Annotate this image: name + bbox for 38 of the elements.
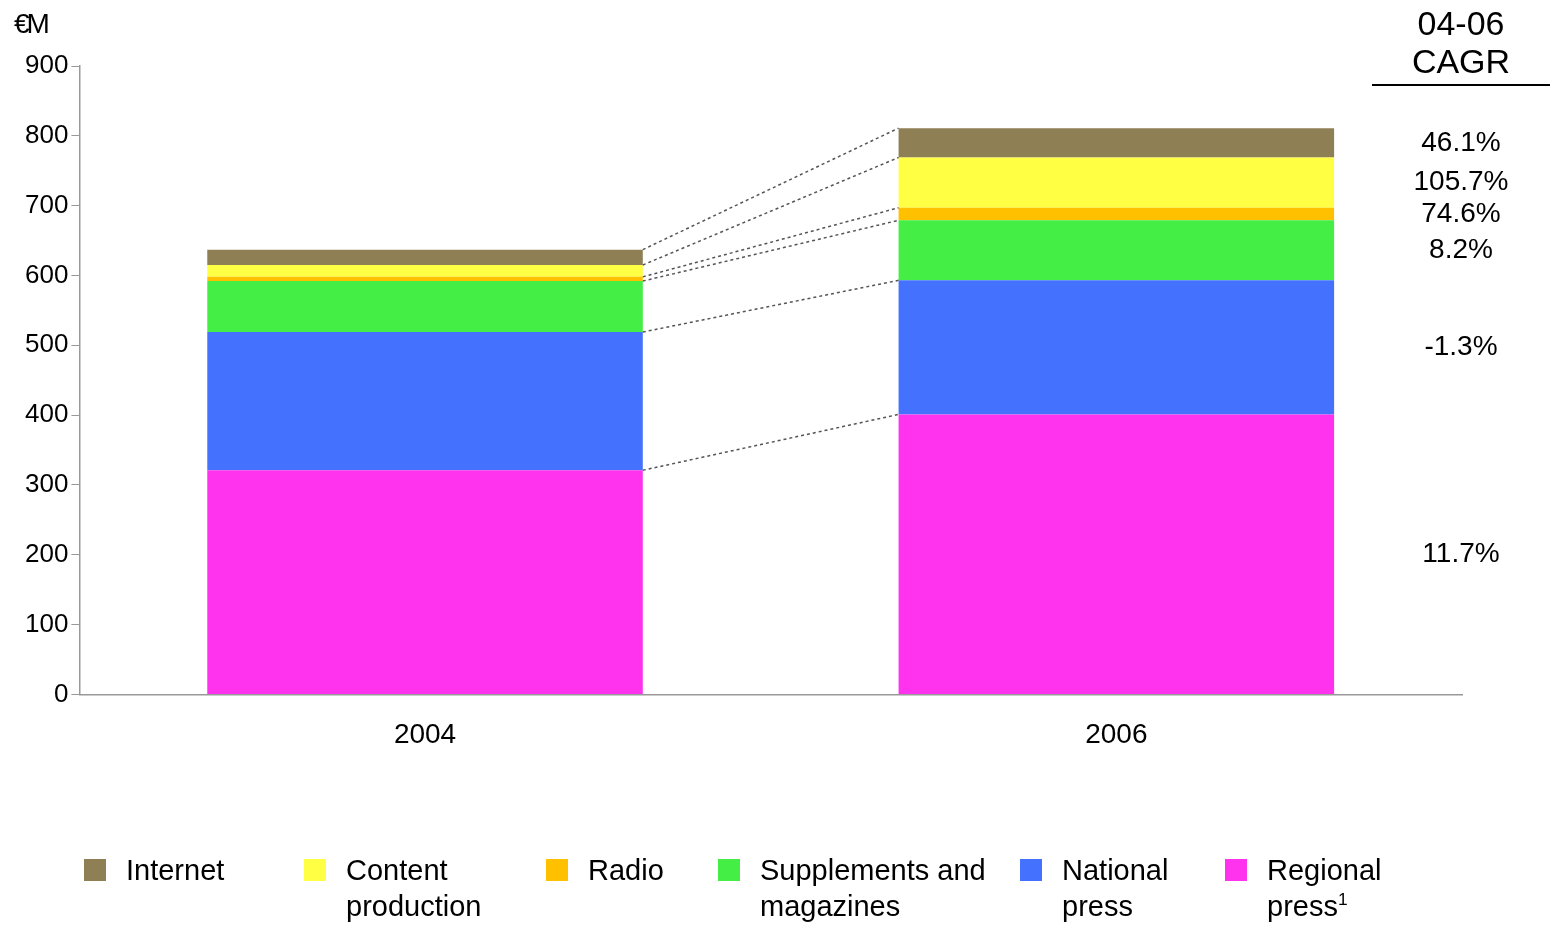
annotation: 74.6% — [1421, 196, 1501, 228]
y-tick-label: 400 — [24, 398, 69, 429]
legend-label: Internet — [126, 853, 225, 888]
bar — [207, 281, 643, 333]
y-tick-label: 800 — [24, 118, 69, 149]
x-tick-label: 2004 — [393, 717, 457, 749]
legend-label: Radio — [588, 853, 664, 888]
y-tick-label: 0 — [53, 677, 69, 708]
y-tick-label: 500 — [24, 328, 69, 359]
bar — [207, 332, 643, 471]
y-tick-label: 100 — [24, 607, 69, 638]
y-tick-label: 700 — [24, 188, 69, 219]
legend-label: Content production — [346, 853, 483, 924]
y-tick-label: 600 — [24, 258, 69, 289]
bar — [898, 220, 1335, 281]
y-tick-label: 300 — [24, 468, 69, 499]
legend-label: Regional press$^{1}$ — [1267, 853, 1383, 924]
bar — [207, 249, 643, 265]
bar — [898, 128, 1335, 158]
bar — [898, 414, 1335, 694]
y-tick-label: 900 — [24, 49, 69, 80]
annotation: 8.2% — [1429, 233, 1493, 265]
bar — [898, 280, 1335, 415]
bar — [207, 276, 643, 282]
bar — [207, 264, 643, 277]
legend-label: National press — [1062, 853, 1170, 924]
legend-label: Supplements and magazines — [760, 853, 987, 924]
annotation: 11.7% — [1422, 537, 1500, 569]
annotation: 04-06 CAGR — [1410, 4, 1512, 80]
y-axis-title: €M — [14, 8, 47, 40]
annotation: 105.7% — [1413, 165, 1509, 197]
y-tick-label: 200 — [24, 537, 69, 568]
bar — [207, 470, 643, 694]
bar — [898, 207, 1335, 221]
annotation: -1.3% — [1424, 330, 1498, 362]
x-tick-label: 2006 — [1085, 717, 1148, 749]
bar — [898, 157, 1335, 208]
annotation: 46.1% — [1421, 125, 1501, 157]
